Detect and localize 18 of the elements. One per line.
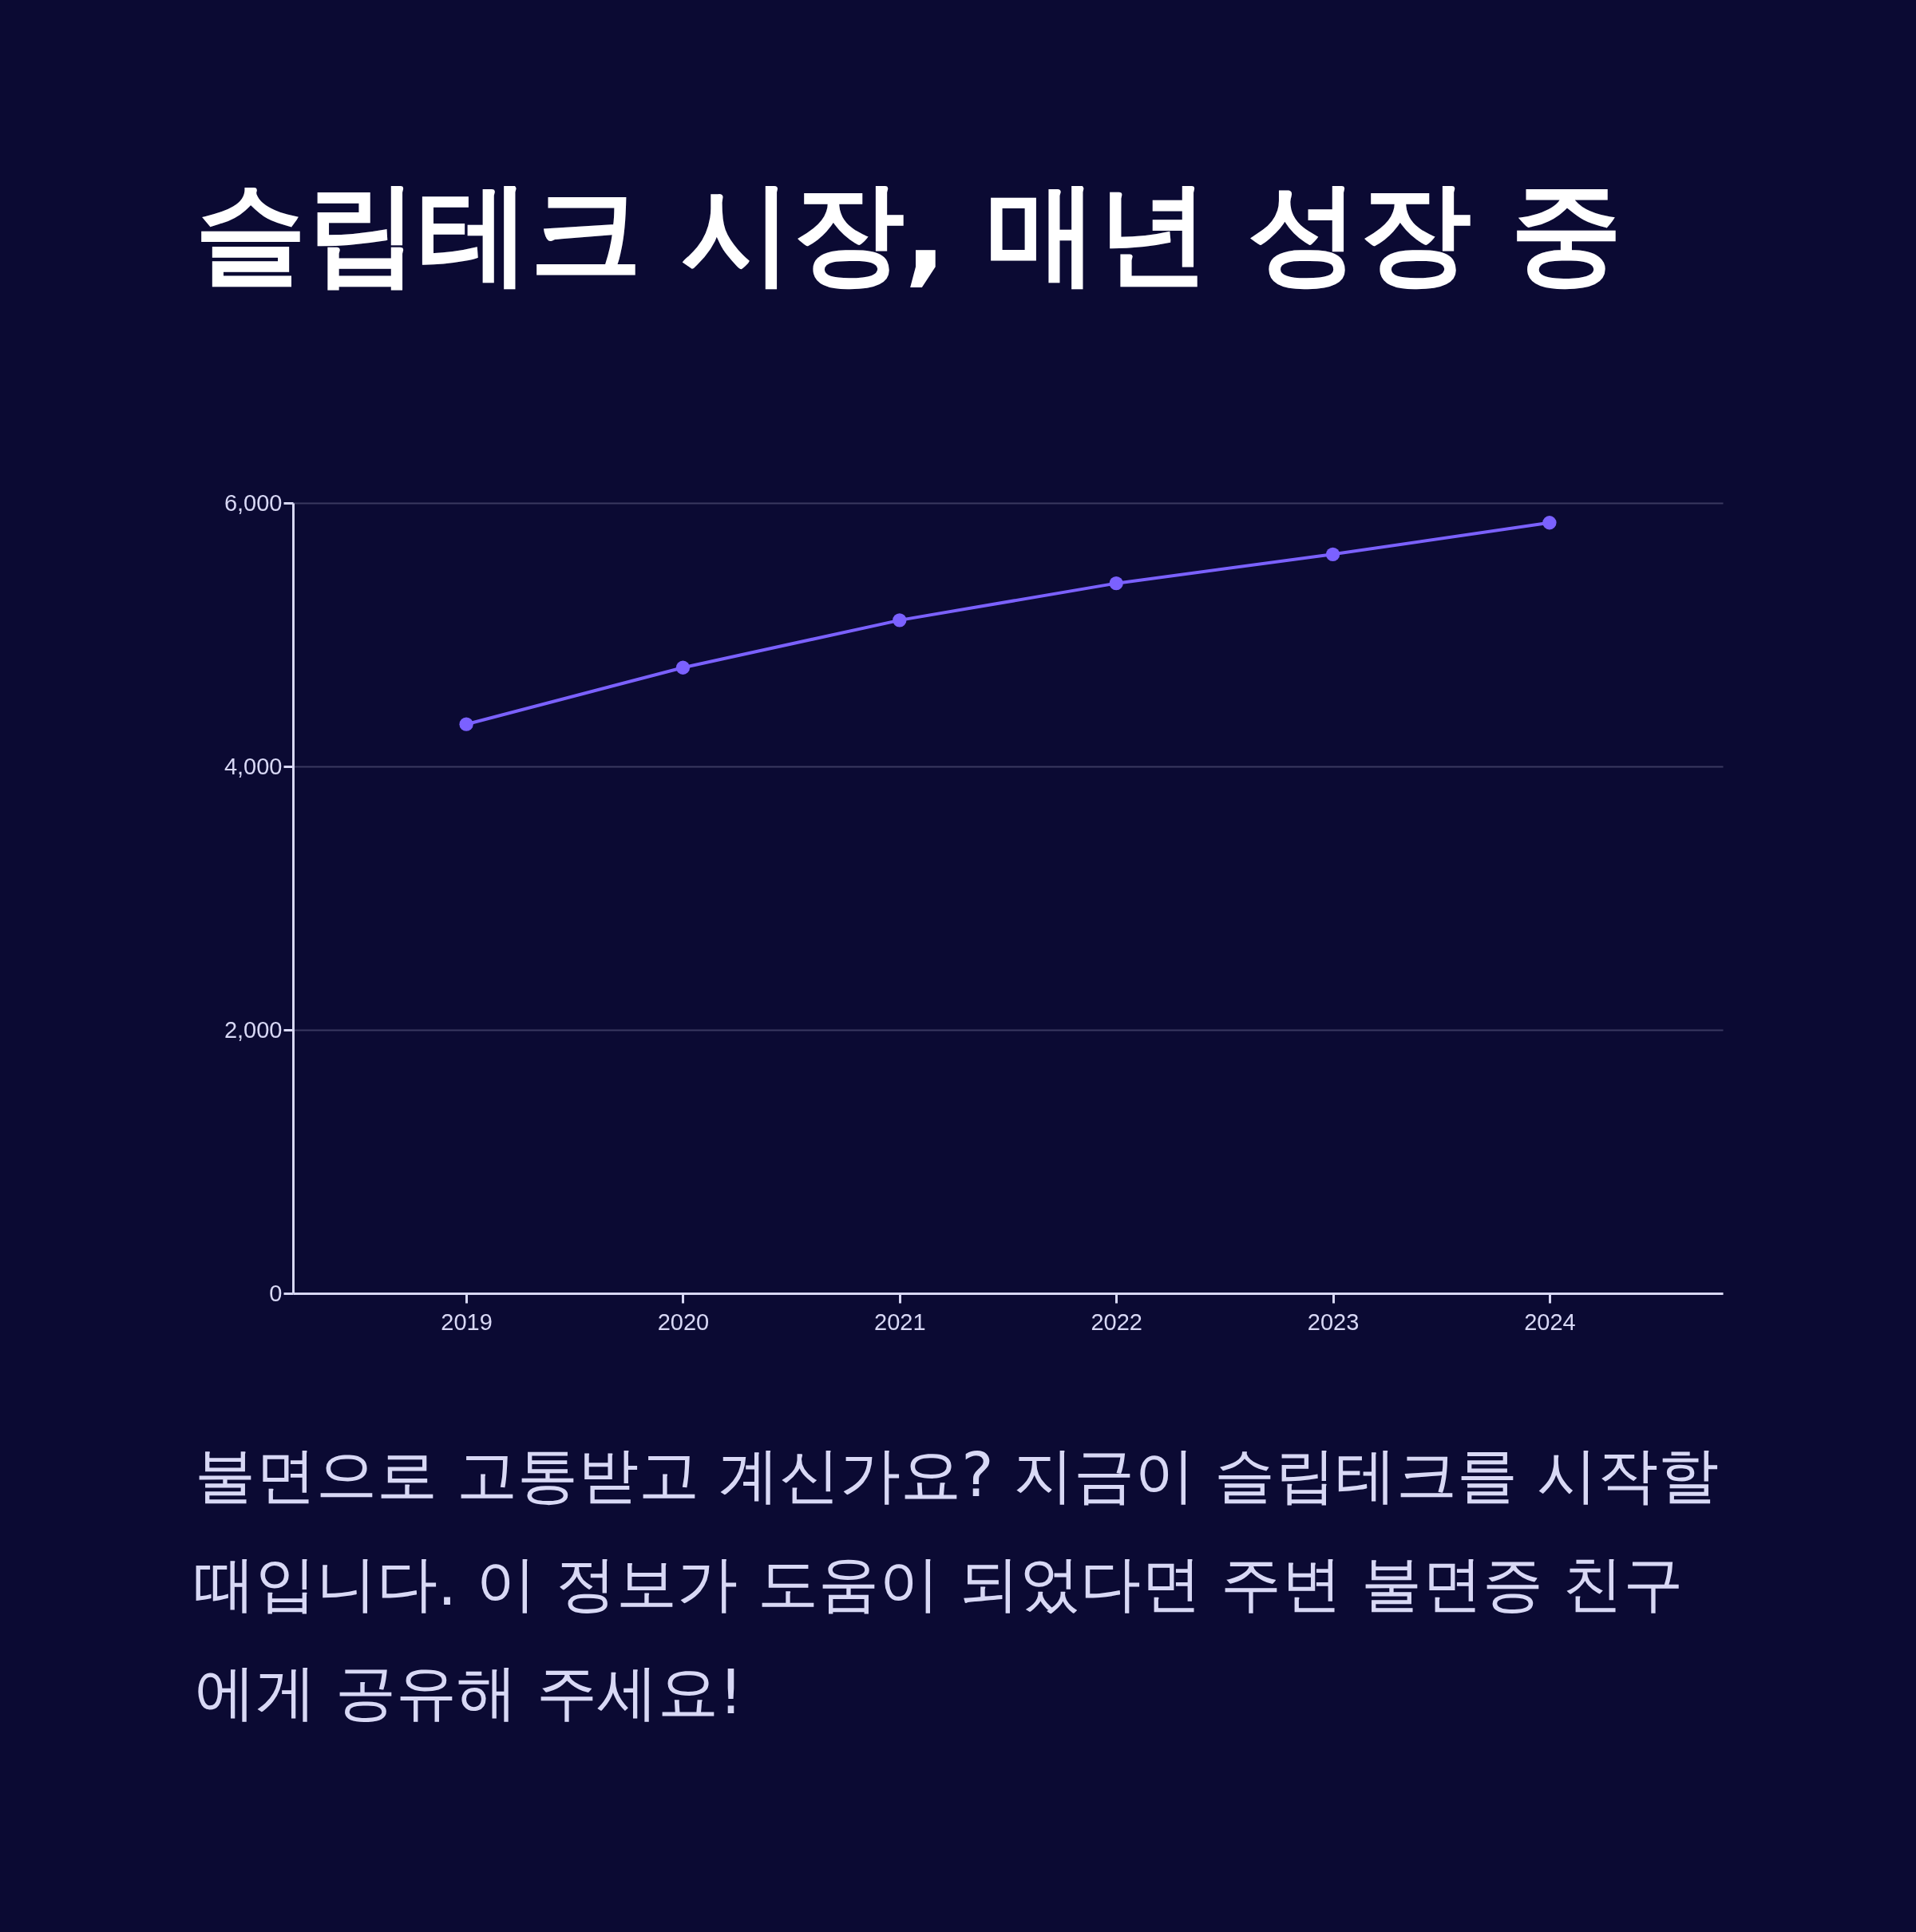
chart-title: 슬립테크 시장, 매년 성장 중 xyxy=(195,168,1623,298)
point xyxy=(1109,576,1123,591)
y-tick-label: 2,000 xyxy=(224,1016,283,1043)
point xyxy=(459,717,473,731)
y-tick-label: 0 xyxy=(269,1280,283,1306)
y-tick-label: 6,000 xyxy=(224,489,283,516)
text: 불면으로 고통받고 계신가요? 지금이 슬립테크를 시작할 때입니다. 이 정보가 도움이 되었다면 주변 불면증 친구에게 공유해 주세요! xyxy=(195,1439,1720,1729)
x-tick-label: 2022 xyxy=(1091,1308,1142,1335)
x-tick-label: 2023 xyxy=(1307,1308,1360,1335)
point xyxy=(675,660,691,675)
x-tick-label: 2024 xyxy=(1524,1308,1576,1335)
point xyxy=(1542,516,1557,530)
point xyxy=(1325,547,1340,561)
x-tick-label: 2019 xyxy=(441,1308,493,1335)
point xyxy=(893,613,907,628)
x-tick-label: 2021 xyxy=(874,1308,926,1335)
x-tick-label: 2020 xyxy=(657,1308,710,1335)
y-tick-label: 4,000 xyxy=(224,753,283,779)
